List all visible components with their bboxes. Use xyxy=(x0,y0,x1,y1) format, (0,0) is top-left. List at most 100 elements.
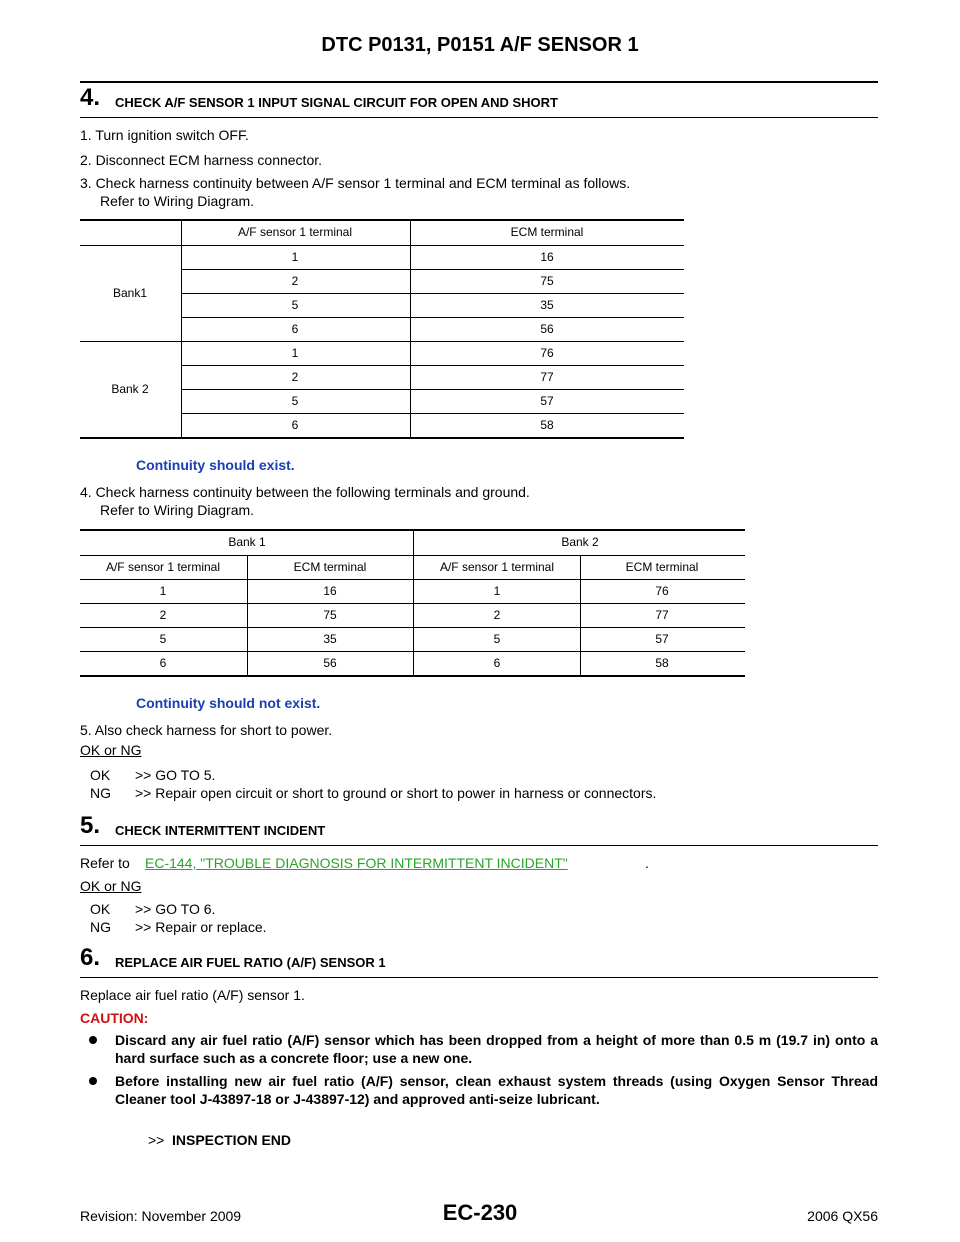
rule xyxy=(80,341,684,342)
text: . xyxy=(645,855,649,871)
list-item-sub: Refer to Wiring Diagram. xyxy=(100,502,255,518)
result-text: >> Repair open circuit or short to groun… xyxy=(135,785,657,801)
table-cell: 1 xyxy=(159,584,167,598)
result-code: NG xyxy=(90,785,111,801)
step-heading: CHECK A/F SENSOR 1 INPUT SIGNAL CIRCUIT … xyxy=(115,94,558,110)
result-text: >> Repair or replace. xyxy=(135,919,267,935)
list-item: 2. Disconnect ECM harness connector. xyxy=(80,152,323,168)
table-cell: 75 xyxy=(323,608,337,622)
list-item: 3. Check harness continuity between A/F … xyxy=(80,175,631,191)
table-cell: 58 xyxy=(540,418,554,432)
table-cell: 35 xyxy=(540,298,554,312)
table-cell: 75 xyxy=(540,274,554,288)
table-cell: 6 xyxy=(493,656,501,670)
table-cell: 5 xyxy=(291,394,299,408)
step-number: 5. xyxy=(80,812,101,839)
table-header: ECM terminal xyxy=(625,560,699,574)
result-code: OK xyxy=(90,767,111,783)
table-cell: 77 xyxy=(540,370,554,384)
list-item: 5. Also check harness for short to power… xyxy=(80,722,333,738)
rule xyxy=(80,579,745,580)
table-cell: 76 xyxy=(655,584,669,598)
rule xyxy=(410,220,411,439)
table-cell: 1 xyxy=(291,250,299,264)
text: Replace air fuel ratio (A/F) sensor 1. xyxy=(80,987,305,1003)
caution-item: Before installing new air fuel ratio (A/… xyxy=(115,1073,878,1107)
bullet xyxy=(89,1077,97,1085)
rule xyxy=(80,245,684,246)
table-header: ECM terminal xyxy=(510,225,584,239)
table-cell: 5 xyxy=(493,632,501,646)
table-cell: 2 xyxy=(493,608,501,622)
rule xyxy=(80,437,684,439)
bank-label: Bank 2 xyxy=(111,382,149,396)
list-item: 1. Turn ignition switch OFF. xyxy=(80,127,249,143)
list-item-sub: Refer to Wiring Diagram. xyxy=(100,193,255,209)
table-cell: 16 xyxy=(323,584,337,598)
rule xyxy=(80,603,745,604)
page-number: EC-230 xyxy=(442,1200,518,1225)
table-cell: 5 xyxy=(159,632,167,646)
rule xyxy=(247,555,248,677)
table-header: A/F sensor 1 terminal xyxy=(237,225,353,239)
table-cell: 5 xyxy=(291,298,299,312)
bank-label: Bank1 xyxy=(112,286,148,300)
table-cell: 58 xyxy=(655,656,669,670)
rule xyxy=(181,220,182,439)
table-cell: 77 xyxy=(655,608,669,622)
rule xyxy=(80,627,745,628)
rule xyxy=(181,269,684,270)
text: Refer to xyxy=(80,855,130,871)
table-cell: 76 xyxy=(540,346,554,360)
result-label: OK or NG xyxy=(80,878,142,894)
table-cell: 16 xyxy=(540,250,554,264)
table-header: ECM terminal xyxy=(293,560,367,574)
note: Continuity should not exist. xyxy=(136,695,321,711)
table-cell: 6 xyxy=(291,322,299,336)
rule xyxy=(181,413,684,414)
note: Continuity should exist. xyxy=(136,457,295,473)
step-heading: REPLACE AIR FUEL RATIO (A/F) SENSOR 1 xyxy=(115,954,386,970)
rule xyxy=(181,389,684,390)
table-cell: 2 xyxy=(291,370,299,384)
caution-label: CAUTION: xyxy=(80,1010,149,1026)
end-text: INSPECTION END xyxy=(172,1132,292,1148)
table-cell: 35 xyxy=(323,632,337,646)
table-header: Bank 1 xyxy=(228,535,266,549)
table-cell: 1 xyxy=(291,346,299,360)
table-header: A/F sensor 1 terminal xyxy=(439,560,555,574)
rule xyxy=(80,117,878,118)
rule xyxy=(181,365,684,366)
footer-revision: Revision: November 2009 xyxy=(80,1208,242,1224)
rule xyxy=(80,675,745,677)
step-heading: CHECK INTERMITTENT INCIDENT xyxy=(115,822,326,838)
page-title: DTC P0131, P0151 A/F SENSOR 1 xyxy=(321,34,639,56)
end-marker: >> xyxy=(148,1132,165,1148)
table-cell: 57 xyxy=(655,632,669,646)
rule xyxy=(80,529,745,531)
step-number: 4. xyxy=(80,84,101,111)
step-number: 6. xyxy=(80,944,101,971)
table-cell: 2 xyxy=(159,608,167,622)
result-label: OK or NG xyxy=(80,742,142,758)
caution-item: Discard any air fuel ratio (A/F) sensor … xyxy=(115,1032,878,1066)
rule xyxy=(80,977,878,978)
bullet xyxy=(89,1036,97,1044)
table-cell: 6 xyxy=(159,656,167,670)
result-code: OK xyxy=(90,901,111,917)
table-cell: 6 xyxy=(291,418,299,432)
table-cell: 57 xyxy=(540,394,554,408)
table-cell: 2 xyxy=(291,274,299,288)
table-cell: 56 xyxy=(540,322,554,336)
footer-model: 2006 QX56 xyxy=(807,1208,878,1224)
rule xyxy=(580,555,581,677)
rule xyxy=(80,81,878,83)
rule xyxy=(181,317,684,318)
cross-reference[interactable]: EC-144, "TROUBLE DIAGNOSIS FOR INTERMITT… xyxy=(145,855,568,871)
rule xyxy=(80,651,745,652)
table-header: A/F sensor 1 terminal xyxy=(105,560,221,574)
table-cell: 56 xyxy=(323,656,337,670)
result-text: >> GO TO 5. xyxy=(135,767,216,783)
rule xyxy=(80,845,878,846)
